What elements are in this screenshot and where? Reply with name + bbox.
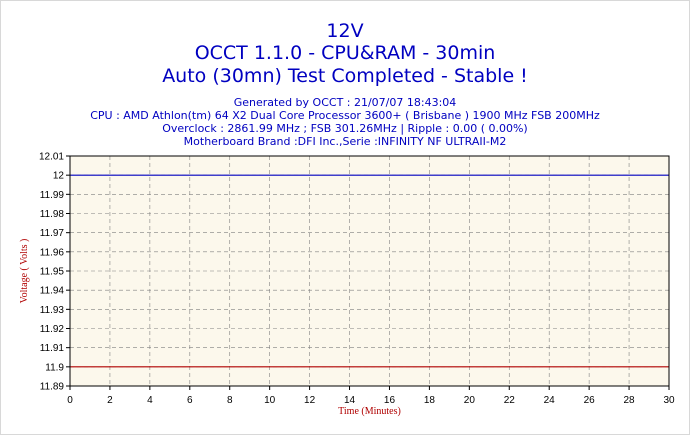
x-tick-label: 26	[584, 395, 596, 406]
y-tick-label: 12.01	[39, 152, 64, 163]
info-motherboard: Motherboard Brand :DFI Inc.,Serie :INFIN…	[183, 135, 507, 148]
y-tick-label: 11.98	[40, 209, 65, 220]
x-tick-label: 2	[107, 395, 113, 406]
y-tick-label: 11.9	[45, 362, 64, 373]
x-axis-label: Time (Minutes)	[338, 406, 401, 417]
x-tick-label: 22	[504, 395, 516, 406]
series-lines	[70, 174, 669, 368]
x-tick-label: 12	[304, 395, 316, 406]
x-tick-label: 18	[424, 395, 436, 406]
plot-area	[70, 156, 669, 386]
chart-subtitle: OCCT 1.1.0 - CPU&RAM - 30min	[194, 42, 496, 64]
x-tick-label: 30	[663, 395, 675, 406]
y-tick-label: 11.89	[40, 382, 65, 393]
x-tick-label: 28	[624, 395, 636, 406]
x-tick-label: 10	[264, 395, 276, 406]
x-tick-label: 14	[344, 395, 356, 406]
y-axis-label: Voltage ( Volts )	[19, 239, 30, 304]
y-tick-label: 11.96	[40, 247, 65, 258]
y-tick-label: 11.95	[40, 267, 65, 278]
chart-title: 12V	[326, 20, 364, 42]
test-status: Auto (30mn) Test Completed - Stable !	[162, 65, 528, 87]
y-tick-label: 11.97	[40, 228, 65, 239]
x-tick-label: 4	[147, 395, 153, 406]
x-tick-label: 24	[544, 395, 556, 406]
x-tick-label: 20	[464, 395, 476, 406]
x-tick-label: 8	[227, 395, 233, 406]
y-tick-label: 11.99	[40, 190, 65, 201]
info-overclock: Overclock : 2861.99 MHz ; FSB 301.26MHz …	[162, 122, 528, 135]
y-tick-label: 12	[53, 171, 65, 182]
y-tick-label: 11.92	[40, 324, 65, 335]
y-tick-label: 11.93	[40, 305, 65, 316]
axis-ticks: 0 2 4 6 8 10 12 14 16 18 20 22 24 26 28 3011.8911.911.9…	[39, 152, 675, 407]
y-tick-label: 11.94	[40, 286, 65, 297]
x-tick-label: 0	[67, 395, 73, 406]
x-tick-label: 16	[384, 395, 396, 406]
y-tick-label: 11.91	[40, 343, 65, 354]
info-generated: Generated by OCCT : 21/07/07 18:43:04	[233, 96, 457, 109]
x-tick-label: 6	[187, 395, 193, 406]
info-cpu: CPU : AMD Athlon(tm) 64 X2 Dual Core Pro…	[90, 109, 600, 122]
